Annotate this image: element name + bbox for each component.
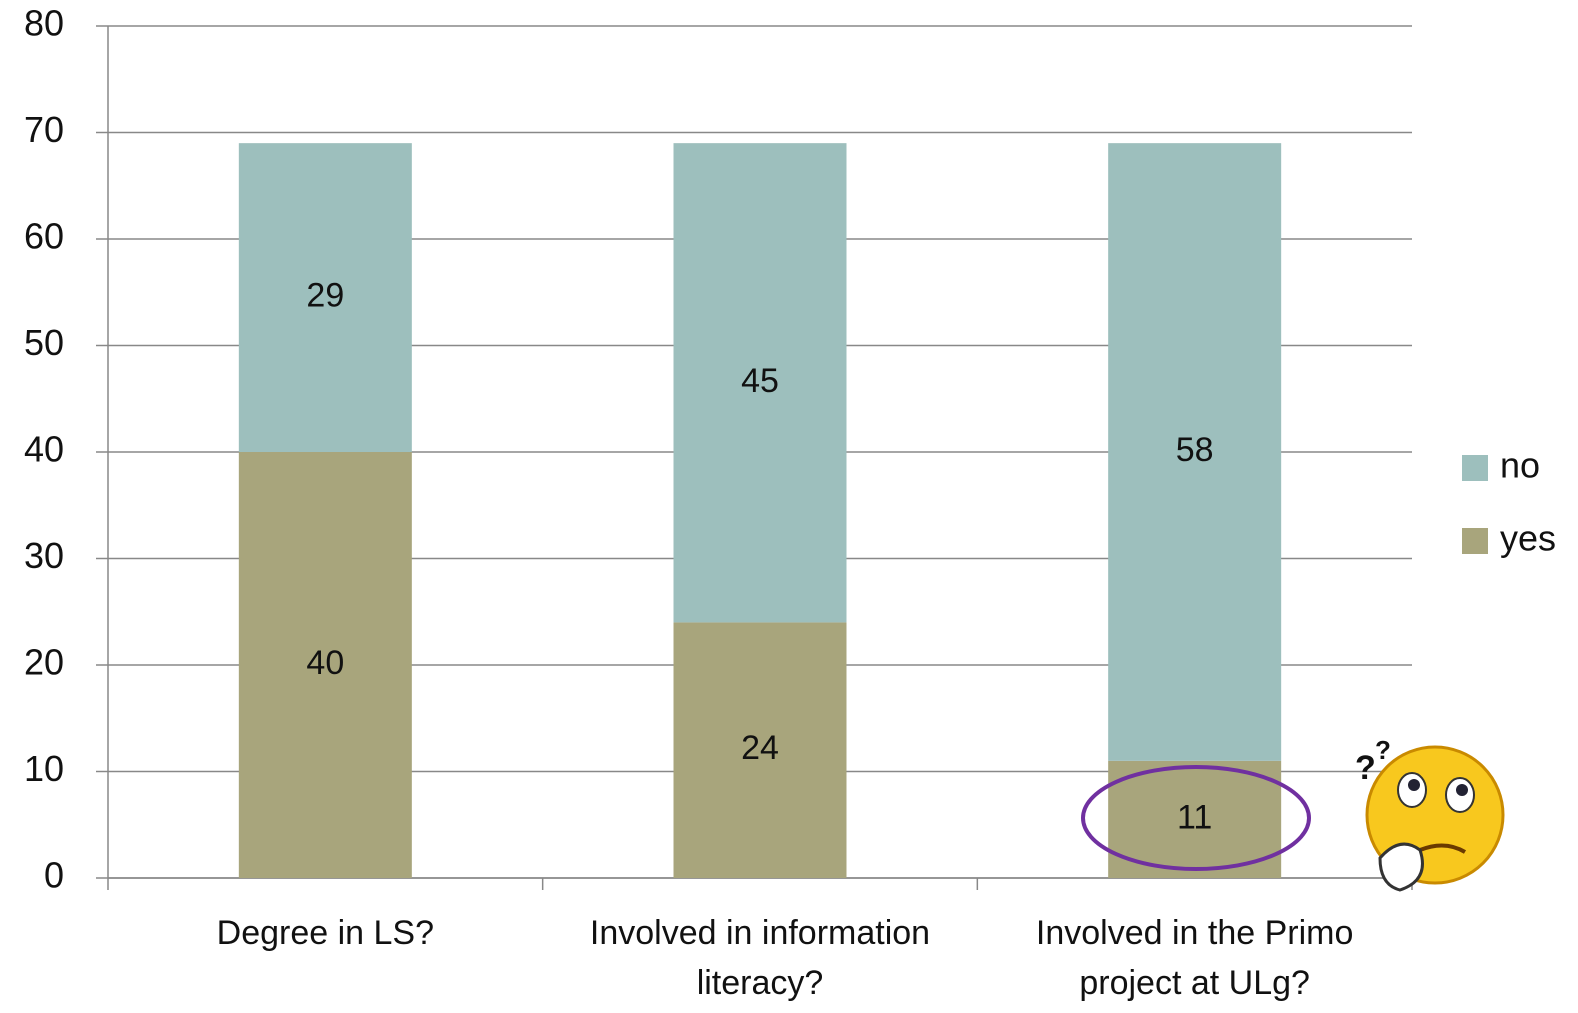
data-label: 11 — [1177, 798, 1212, 836]
legend-label: no — [1500, 445, 1540, 486]
legend-swatch — [1462, 528, 1488, 554]
legend-swatch — [1462, 455, 1488, 481]
bar-segment — [238, 452, 412, 878]
data-label: 24 — [741, 729, 779, 767]
x-tick-label: Involved in the Primo project at ULg? — [1035, 914, 1354, 1002]
y-tick-label: 80 — [24, 3, 64, 44]
y-tick-label: 50 — [24, 322, 64, 363]
y-tick-label: 60 — [24, 216, 64, 257]
legend-label: yes — [1500, 518, 1556, 559]
bar-segment — [673, 622, 847, 878]
svg-text:?: ? — [1355, 749, 1376, 787]
y-tick-label: 20 — [24, 642, 64, 683]
y-tick-label: 70 — [24, 109, 64, 150]
thinking-emoji: ? ? — [1355, 735, 1505, 892]
y-tick-label: 10 — [24, 748, 64, 789]
y-tick-label: 30 — [24, 535, 64, 576]
y-tick-label: 0 — [44, 855, 64, 896]
bar-segment — [238, 143, 412, 452]
data-label: 45 — [741, 362, 779, 400]
highlight-ellipse — [1081, 765, 1311, 871]
bar-segment — [1108, 143, 1282, 761]
svg-text:?: ? — [1375, 735, 1391, 765]
y-tick-label: 40 — [24, 429, 64, 470]
data-label: 40 — [306, 644, 344, 682]
data-label: 58 — [1176, 431, 1214, 469]
x-tick-label: Involved in information literacy? — [589, 914, 931, 1002]
bar-segment — [1108, 760, 1282, 878]
x-tick-label: Degree in LS? — [216, 914, 435, 952]
data-label: 29 — [306, 277, 344, 315]
bar-segment — [673, 143, 847, 623]
